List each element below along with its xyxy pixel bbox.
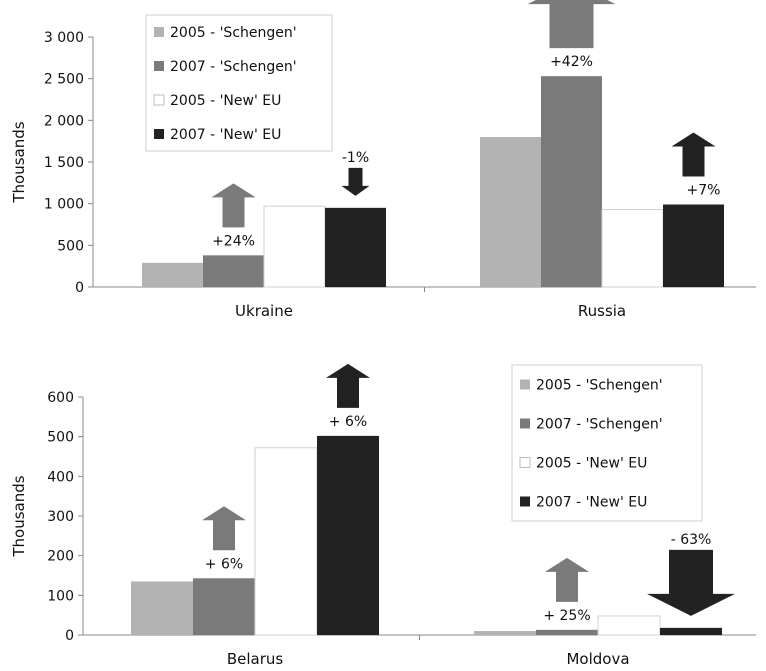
y-tick-label: 0 [75,280,84,296]
annotation-arrow-up-russia [671,132,716,177]
x-category-label-moldova: Moldova [566,650,629,668]
x-category-label-russia: Russia [578,302,626,320]
bar-russia-series-2007-new-eu [663,204,724,287]
y-tick-label: 200 [47,549,74,565]
bar-moldova-series-2007-schengen [536,629,598,635]
bar-ukraine-series-2005-new-eu [263,205,326,288]
annotation-arrow-up-moldova [545,557,589,602]
y-tick-label: 2 000 [44,113,84,129]
legend-label-series-2005-schengen: 2005 - 'Schengen' [170,25,297,41]
y-tick-label: 3 000 [44,30,84,46]
bar-moldova-series-2007-new-eu [660,627,722,635]
annotation-label-moldova: - 63% [671,532,712,548]
annotation-arrow-up-belarus [202,506,246,551]
chart-ukraine-russia: 0 500 1 000 1 500 2 000 2 500 3 000 Thousands Uk… [10,0,756,320]
bar-belarus-series-2005-new-eu [254,447,318,636]
y-tick-label: 2 500 [44,72,84,88]
bar-belarus-series-2007-schengen [193,578,255,635]
y-tick-label: 400 [47,469,74,485]
annotation-label-ukraine: -1% [342,150,369,166]
y-axis-title: Thousands [10,475,28,557]
legend-label-series-2005-new-eu: 2005 - 'New' EU [170,93,281,109]
annotation-arrow-up-russia [527,0,616,49]
legend-label-series-2007-new-eu: 2007 - 'New' EU [170,127,281,143]
legend-swatch-series-2007-new-eu [154,129,164,139]
chart-belarus-moldova: 0 100 200 300 400 500 600 Thousands Belarus Moldo… [10,363,756,668]
annotation-arrow-up-ukraine [211,183,256,228]
bar-russia-series-2007-schengen [541,76,602,288]
legend-label-series-2005-schengen: 2005 - 'Schengen' [536,378,663,394]
bar-moldova-series-2005-new-eu [597,615,661,636]
legend-swatch-series-2005-schengen [520,379,530,390]
y-tick-label: 1 500 [44,155,84,171]
annotation-arrow-up-belarus [326,363,370,408]
annotation-label-belarus: + 6% [329,414,367,430]
legend-label-series-2005-new-eu: 2005 - 'New' EU [536,456,647,472]
annotation-label-russia: +42% [550,54,593,70]
legend-swatch-series-2007-new-eu [520,496,530,507]
y-tick-label: 300 [47,509,74,525]
x-category-label-ukraine: Ukraine [235,302,293,320]
legend-swatch-series-2005-schengen [154,27,164,37]
y-axis-title: Thousands [10,121,28,203]
legend-box [511,364,703,522]
annotation-label-ukraine: +24% [212,233,255,249]
y-tick-label: 500 [57,238,84,254]
y-tick-label: 1 000 [44,197,84,213]
y-tick-label: 500 [47,430,74,446]
annotation-label-belarus: + 6% [205,556,243,572]
bar-russia-series-2005-new-eu [601,209,664,288]
bar-ukraine-series-2007-schengen [203,255,264,287]
bar-belarus-series-2007-new-eu [317,435,379,635]
legend-label-series-2007-new-eu: 2007 - 'New' EU [536,495,647,511]
legend-swatch-series-2007-schengen [154,61,164,71]
legend-label-series-2007-schengen: 2007 - 'Schengen' [170,59,297,75]
bar-ukraine-series-2007-new-eu [325,207,386,287]
bar-ukraine-series-2005-schengen [142,262,203,287]
legend: 2005 - 'Schengen' 2007 - 'Schengen' 2005 -… [145,14,333,152]
annotation-label-moldova: + 25% [543,608,590,624]
annotation-label-russia: +7% [687,183,721,199]
bar-belarus-series-2005-schengen [131,581,193,635]
x-category-label-belarus: Belarus [227,650,284,668]
legend-swatch-series-2005-new-eu [153,94,165,106]
y-tick-label: 100 [47,588,74,604]
legend: 2005 - 'Schengen' 2007 - 'Schengen' 2005 -… [511,364,703,522]
legend-swatch-series-2005-new-eu [519,457,531,468]
legend-box [145,14,333,152]
y-tick-label: 600 [47,390,74,406]
legend-label-series-2007-schengen: 2007 - 'Schengen' [536,417,663,433]
legend-swatch-series-2007-schengen [520,418,530,429]
annotation-arrow-down-ukraine [341,167,370,196]
bar-moldova-series-2005-schengen [474,631,536,635]
y-tick-label: 0 [65,628,74,644]
annotation-arrow-down-moldova [647,549,735,616]
bar-russia-series-2005-schengen [480,137,541,287]
